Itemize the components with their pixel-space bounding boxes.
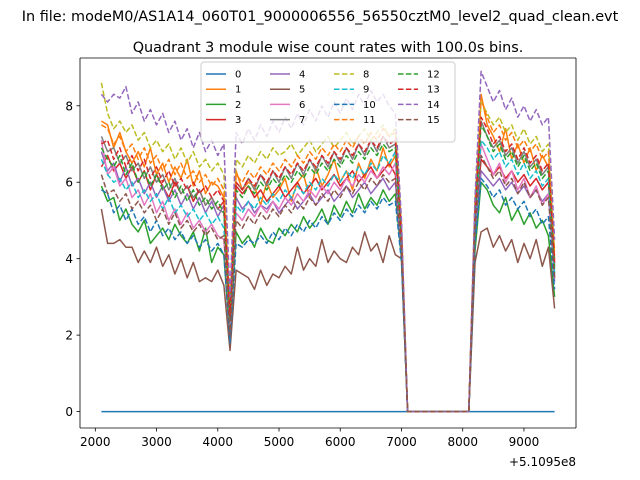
figure-suptitle: In file: modeM0/AS1A14_060T01_9000006556… xyxy=(22,9,619,25)
legend-label-3: 3 xyxy=(235,115,241,126)
x-tick-label-6000: 6000 xyxy=(325,435,356,449)
series-line-15 xyxy=(100,154,556,413)
x-tick-label-2000: 2000 xyxy=(80,435,111,449)
series-line-9 xyxy=(100,139,556,413)
y-tick-label-8: 8 xyxy=(65,99,73,113)
x-tick-label-3000: 3000 xyxy=(141,435,172,449)
x-tick-label-8000: 8000 xyxy=(447,435,478,449)
legend-label-14: 14 xyxy=(427,100,440,111)
y-axis: 0 2 4 6 8 xyxy=(65,99,80,419)
legend-label-6: 6 xyxy=(299,100,305,111)
series-line-10 xyxy=(101,177,556,413)
axes-frame xyxy=(79,57,577,429)
y-tick-label-4: 4 xyxy=(65,252,73,266)
legend-label-12: 12 xyxy=(427,70,440,81)
legend-label-2: 2 xyxy=(235,100,241,111)
x-tick-label-7000: 7000 xyxy=(386,435,417,449)
series-line-14 xyxy=(100,70,556,413)
series-line-13 xyxy=(101,116,556,413)
series-line-3 xyxy=(100,154,556,413)
legend-label-10: 10 xyxy=(363,100,376,111)
legend-label-4: 4 xyxy=(299,70,305,81)
x-tick-label-4000: 4000 xyxy=(203,435,234,449)
series-line-11 xyxy=(101,97,556,413)
legend-label-5: 5 xyxy=(299,85,305,96)
legend-label-8: 8 xyxy=(363,70,369,81)
x-tick-label-9000: 9000 xyxy=(509,435,540,449)
legend-label-1: 1 xyxy=(235,85,241,96)
legend-label-7: 7 xyxy=(299,115,305,126)
series-line-5 xyxy=(100,208,556,413)
y-tick-label-0: 0 xyxy=(65,405,73,419)
series-layer xyxy=(100,70,556,413)
legend-label-9: 9 xyxy=(363,85,369,96)
x-offset-label: +5.1095e8 xyxy=(509,455,576,469)
y-tick-label-2: 2 xyxy=(65,329,73,343)
y-tick-label-6: 6 xyxy=(65,176,73,190)
legend-label-11: 11 xyxy=(363,115,376,126)
chart-title: Quadrant 3 module wise count rates with … xyxy=(133,40,524,56)
x-axis: 2000 3000 4000 5000 6000 7000 8000 9000 xyxy=(80,428,539,449)
legend-label-15: 15 xyxy=(427,115,440,126)
legend-label-13: 13 xyxy=(427,85,440,96)
series-line-12 xyxy=(100,124,556,413)
legend-frame xyxy=(200,61,456,143)
x-tick-label-5000: 5000 xyxy=(264,435,295,449)
legend-label-0: 0 xyxy=(235,70,241,81)
